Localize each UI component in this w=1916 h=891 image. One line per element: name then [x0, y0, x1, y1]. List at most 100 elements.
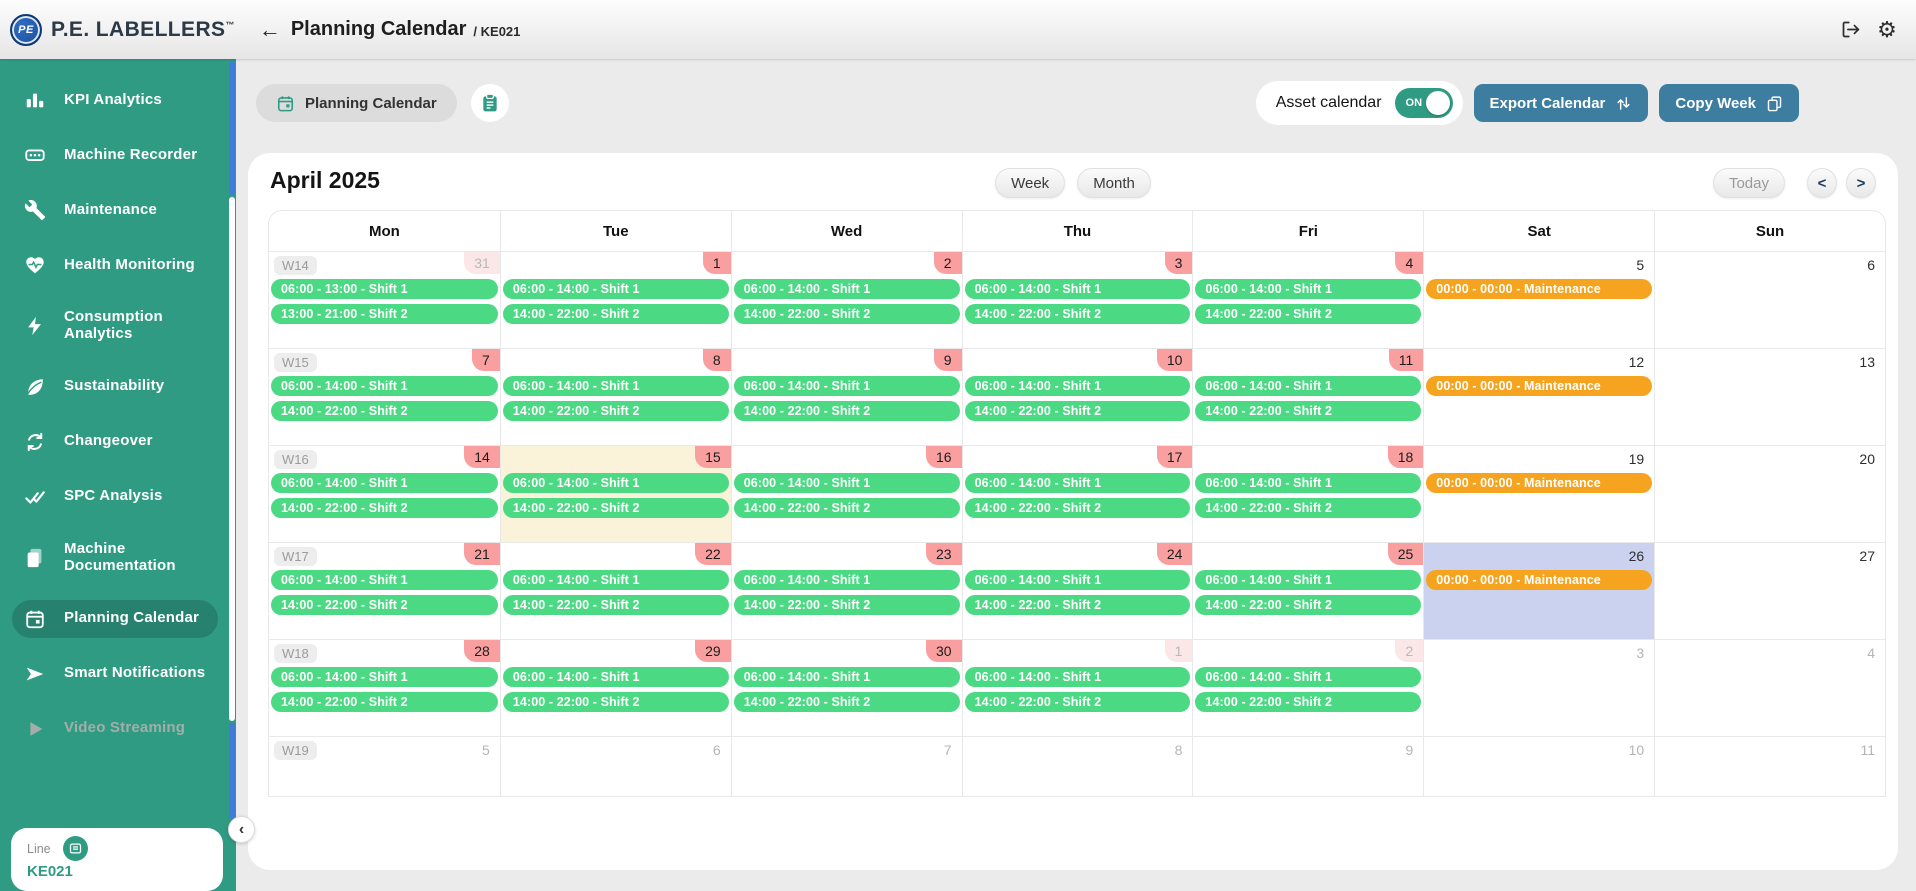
event-shift[interactable]: 14:00 - 22:00 - Shift 2 — [1195, 692, 1422, 712]
event-shift[interactable]: 06:00 - 14:00 - Shift 1 — [502, 570, 729, 590]
event-shift[interactable]: 06:00 - 14:00 - Shift 1 — [964, 376, 1191, 396]
event-shift[interactable]: 06:00 - 14:00 - Shift 1 — [271, 376, 498, 396]
day-cell[interactable]: 8 06:00 - 14:00 - Shift 1 14:00 - 22:00 - … — [499, 349, 731, 445]
event-shift[interactable]: 14:00 - 22:00 - Shift 2 — [964, 304, 1191, 324]
day-cell[interactable]: 30 06:00 - 14:00 - Shift 1 14:00 - 22:00 -… — [730, 640, 962, 736]
line-selector-card[interactable]: Line KE021 — [11, 828, 223, 891]
event-shift[interactable]: 14:00 - 22:00 - Shift 2 — [502, 401, 729, 421]
event-shift[interactable]: 06:00 - 14:00 - Shift 1 — [964, 667, 1191, 687]
event-maintenance[interactable]: 00:00 - 00:00 - Maintenance — [1426, 376, 1653, 396]
event-shift[interactable]: 14:00 - 22:00 - Shift 2 — [271, 595, 498, 615]
prev-month-button[interactable]: < — [1807, 168, 1837, 198]
day-cell[interactable]: W19 5 — [269, 737, 500, 796]
day-cell[interactable]: 9 — [1192, 737, 1424, 796]
sidebar-item-machine-recorder[interactable]: Machine Recorder — [12, 136, 218, 174]
day-cell[interactable]: 27 — [1654, 543, 1885, 639]
day-cell[interactable]: 24 06:00 - 14:00 - Shift 1 14:00 - 22:00 -… — [961, 543, 1193, 639]
event-shift[interactable]: 06:00 - 14:00 - Shift 1 — [964, 473, 1191, 493]
event-shift[interactable]: 06:00 - 14:00 - Shift 1 — [1195, 570, 1422, 590]
day-cell[interactable]: 15 06:00 - 14:00 - Shift 1 14:00 - 22:00 -… — [499, 446, 731, 542]
sidebar-item-consumption-analytics[interactable]: Consumption Analytics — [12, 301, 218, 351]
day-cell[interactable]: W14 31 06:00 - 13:00 - Shift 1 13:00 - 21:0… — [269, 252, 500, 348]
day-cell[interactable]: 4 06:00 - 14:00 - Shift 1 14:00 - 22:00 - … — [1192, 252, 1424, 348]
event-shift[interactable]: 06:00 - 14:00 - Shift 1 — [964, 570, 1191, 590]
day-cell[interactable]: 3 06:00 - 14:00 - Shift 1 14:00 - 22:00 - … — [961, 252, 1193, 348]
event-shift[interactable]: 14:00 - 22:00 - Shift 2 — [733, 498, 960, 518]
day-cell[interactable]: 9 06:00 - 14:00 - Shift 1 14:00 - 22:00 - … — [730, 349, 962, 445]
sidebar-item-maintenance[interactable]: Maintenance — [12, 191, 218, 229]
event-shift[interactable]: 06:00 - 14:00 - Shift 1 — [964, 279, 1191, 299]
planning-calendar-tab[interactable]: Planning Calendar — [256, 84, 457, 122]
event-shift[interactable]: 14:00 - 22:00 - Shift 2 — [502, 595, 729, 615]
event-shift[interactable]: 14:00 - 22:00 - Shift 2 — [1195, 304, 1422, 324]
sidebar-scrollbar[interactable] — [229, 59, 235, 891]
event-shift[interactable]: 14:00 - 22:00 - Shift 2 — [733, 692, 960, 712]
event-shift[interactable]: 14:00 - 22:00 - Shift 2 — [1195, 401, 1422, 421]
sidebar-item-sustainability[interactable]: Sustainability — [12, 368, 218, 406]
event-shift[interactable]: 06:00 - 14:00 - Shift 1 — [1195, 279, 1422, 299]
event-shift[interactable]: 06:00 - 14:00 - Shift 1 — [502, 473, 729, 493]
event-shift[interactable]: 06:00 - 14:00 - Shift 1 — [271, 473, 498, 493]
day-cell[interactable]: 22 06:00 - 14:00 - Shift 1 14:00 - 22:00 -… — [499, 543, 731, 639]
event-shift[interactable]: 06:00 - 14:00 - Shift 1 — [502, 279, 729, 299]
event-shift[interactable]: 06:00 - 14:00 - Shift 1 — [733, 279, 960, 299]
today-button[interactable]: Today — [1712, 168, 1785, 198]
day-cell[interactable]: 7 — [730, 737, 962, 796]
day-cell[interactable]: 20 — [1654, 446, 1885, 542]
day-cell[interactable]: W18 28 06:00 - 14:00 - Shift 1 14:00 - 22:0… — [269, 640, 500, 736]
back-arrow-icon[interactable]: ← — [258, 16, 281, 42]
day-cell[interactable]: 19 00:00 - 00:00 - Maintenance — [1423, 446, 1655, 542]
day-cell[interactable]: 8 — [961, 737, 1193, 796]
day-cell[interactable]: 10 06:00 - 14:00 - Shift 1 14:00 - 22:00 -… — [961, 349, 1193, 445]
sidebar-item-health-monitoring[interactable]: Health Monitoring — [12, 246, 218, 284]
event-maintenance[interactable]: 00:00 - 00:00 - Maintenance — [1426, 473, 1653, 493]
next-month-button[interactable]: > — [1846, 168, 1876, 198]
event-shift[interactable]: 14:00 - 22:00 - Shift 2 — [502, 498, 729, 518]
export-calendar-button[interactable]: Export Calendar — [1473, 84, 1649, 122]
day-cell[interactable]: 23 06:00 - 14:00 - Shift 1 14:00 - 22:00 -… — [730, 543, 962, 639]
copy-week-button[interactable]: Copy Week — [1659, 84, 1799, 122]
event-shift[interactable]: 06:00 - 14:00 - Shift 1 — [733, 667, 960, 687]
day-cell[interactable]: 5 00:00 - 00:00 - Maintenance — [1423, 252, 1655, 348]
day-cell[interactable]: 16 06:00 - 14:00 - Shift 1 14:00 - 22:00 -… — [730, 446, 962, 542]
day-cell[interactable]: 13 — [1654, 349, 1885, 445]
day-cell[interactable]: 12 00:00 - 00:00 - Maintenance — [1423, 349, 1655, 445]
event-maintenance[interactable]: 00:00 - 00:00 - Maintenance — [1426, 279, 1653, 299]
week-view-button[interactable]: Week — [995, 168, 1066, 198]
sidebar-collapse-button[interactable]: ‹ — [228, 816, 255, 843]
event-shift[interactable]: 14:00 - 22:00 - Shift 2 — [271, 401, 498, 421]
event-shift[interactable]: 14:00 - 22:00 - Shift 2 — [964, 498, 1191, 518]
event-shift[interactable]: 14:00 - 22:00 - Shift 2 — [964, 692, 1191, 712]
asset-calendar-toggle[interactable]: ON — [1394, 88, 1453, 118]
event-shift[interactable]: 14:00 - 22:00 - Shift 2 — [964, 401, 1191, 421]
event-maintenance[interactable]: 00:00 - 00:00 - Maintenance — [1426, 570, 1653, 590]
event-shift[interactable]: 06:00 - 14:00 - Shift 1 — [502, 667, 729, 687]
event-shift[interactable]: 14:00 - 22:00 - Shift 2 — [733, 595, 960, 615]
day-cell[interactable]: 11 — [1654, 737, 1885, 796]
event-shift[interactable]: 14:00 - 22:00 - Shift 2 — [733, 304, 960, 324]
event-shift[interactable]: 06:00 - 14:00 - Shift 1 — [1195, 473, 1422, 493]
event-shift[interactable]: 06:00 - 14:00 - Shift 1 — [733, 473, 960, 493]
event-shift[interactable]: 14:00 - 22:00 - Shift 2 — [271, 692, 498, 712]
day-cell[interactable]: 2 06:00 - 14:00 - Shift 1 14:00 - 22:00 - … — [1192, 640, 1424, 736]
day-cell[interactable]: 2 06:00 - 14:00 - Shift 1 14:00 - 22:00 - … — [730, 252, 962, 348]
event-shift[interactable]: 06:00 - 14:00 - Shift 1 — [733, 570, 960, 590]
event-shift[interactable]: 14:00 - 22:00 - Shift 2 — [502, 304, 729, 324]
report-clipboard-button[interactable] — [470, 84, 509, 122]
event-shift[interactable]: 14:00 - 22:00 - Shift 2 — [502, 692, 729, 712]
event-shift[interactable]: 13:00 - 21:00 - Shift 2 — [271, 304, 498, 324]
event-shift[interactable]: 06:00 - 14:00 - Shift 1 — [271, 667, 498, 687]
logout-icon[interactable] — [1839, 19, 1861, 41]
day-cell[interactable]: 4 — [1654, 640, 1885, 736]
event-shift[interactable]: 06:00 - 14:00 - Shift 1 — [271, 570, 498, 590]
sidebar-item-machine-documentation[interactable]: Machine Documentation — [12, 533, 218, 583]
event-shift[interactable]: 06:00 - 14:00 - Shift 1 — [502, 376, 729, 396]
day-cell[interactable]: 1 06:00 - 14:00 - Shift 1 14:00 - 22:00 - … — [499, 252, 731, 348]
day-cell[interactable]: 1 06:00 - 14:00 - Shift 1 14:00 - 22:00 - … — [961, 640, 1193, 736]
settings-gear-icon[interactable]: ⚙ — [1877, 16, 1897, 42]
event-shift[interactable]: 14:00 - 22:00 - Shift 2 — [964, 595, 1191, 615]
event-shift[interactable]: 14:00 - 22:00 - Shift 2 — [271, 498, 498, 518]
day-cell[interactable]: W17 21 06:00 - 14:00 - Shift 1 14:00 - 22:0… — [269, 543, 500, 639]
day-cell[interactable]: 3 — [1423, 640, 1655, 736]
event-shift[interactable]: 06:00 - 14:00 - Shift 1 — [1195, 376, 1422, 396]
